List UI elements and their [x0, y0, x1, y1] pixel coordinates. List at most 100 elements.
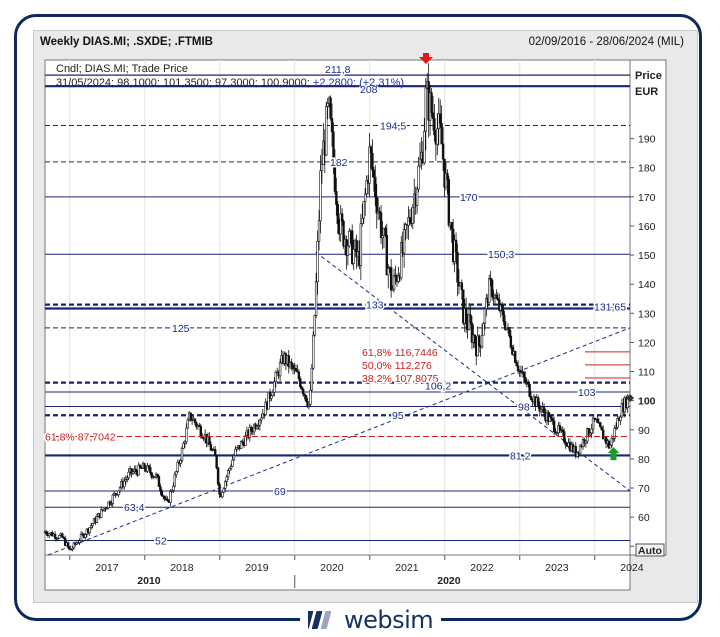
candle-body	[397, 275, 400, 282]
candle-body	[117, 490, 120, 496]
candle-body	[137, 464, 140, 476]
candle-body	[193, 418, 197, 424]
candle-body	[587, 428, 590, 436]
candle-body	[381, 235, 384, 239]
candle-body	[290, 361, 293, 366]
candle-body	[519, 370, 523, 373]
y-tick-label: 90	[638, 425, 650, 437]
candle-body	[229, 466, 233, 469]
candle-body	[529, 396, 533, 400]
level-label: 125	[172, 323, 190, 335]
candle-body	[402, 229, 406, 254]
candle-body	[198, 425, 201, 427]
candle-body	[218, 483, 221, 495]
y-tick-label: 170	[638, 192, 656, 204]
ohlc-values: 31/05/2024; 98,1000; 101,3500; 97,3000; …	[56, 77, 310, 89]
chart-title: Weekly DIAS.MI; .SXDE; .FTMIB	[40, 36, 213, 48]
candle-body	[58, 535, 61, 539]
candle-body	[63, 537, 67, 546]
candle-body	[554, 431, 557, 434]
candle-body	[362, 201, 365, 219]
candle-body	[79, 533, 83, 542]
candle-body	[528, 383, 531, 397]
fib-label: 50,0% 112,276	[362, 360, 432, 372]
candle-body	[45, 531, 48, 535]
rising-trendline	[47, 327, 631, 556]
candle-body	[313, 315, 316, 336]
candle-body	[274, 371, 277, 383]
level-label: 63,4	[124, 502, 145, 514]
candle-body	[138, 464, 142, 468]
candle-body	[61, 533, 64, 538]
level-label: 69	[274, 486, 286, 498]
candle-body	[232, 455, 236, 461]
candle-body	[78, 540, 81, 543]
candle-body	[91, 523, 94, 526]
candle-body	[460, 282, 464, 291]
y-tick-label: 80	[638, 454, 650, 466]
candle-body	[511, 346, 514, 355]
candle-body	[590, 428, 593, 434]
candle-body	[226, 470, 230, 478]
candle-body	[150, 472, 153, 478]
candle-body	[316, 240, 319, 283]
candle-body	[365, 180, 368, 195]
candle-body	[526, 382, 530, 385]
candle-body	[131, 471, 135, 474]
candle-body	[260, 417, 263, 421]
candle-body	[501, 304, 504, 312]
candle-body	[374, 176, 377, 198]
candle-body	[182, 443, 185, 449]
candle-body	[538, 405, 541, 412]
candle-body	[301, 388, 305, 395]
candle-body	[503, 321, 507, 330]
candle-body	[508, 327, 511, 337]
candle-body	[143, 463, 146, 470]
y-tick-label: 140	[638, 279, 656, 291]
y-tick-label: 180	[638, 163, 656, 175]
candle-body	[110, 503, 113, 505]
x-year-label: 2019	[245, 562, 269, 574]
candle-body	[244, 435, 247, 446]
candle-body	[114, 492, 117, 495]
falling-trendline	[315, 251, 631, 492]
candle-body	[515, 362, 518, 367]
candle-body	[314, 281, 318, 316]
candle-body	[270, 395, 273, 399]
info-line-ohlc: 31/05/2024; 98,1000; 101,3500; 97,3000; …	[56, 77, 404, 89]
candle-body	[268, 391, 272, 399]
candle-body	[76, 542, 80, 544]
candle-body	[609, 444, 612, 449]
candle-body	[68, 546, 71, 550]
candle-body	[522, 371, 526, 378]
candle-body	[509, 335, 513, 348]
candle-body	[489, 278, 492, 281]
candle-body	[186, 419, 189, 429]
candle-body	[614, 427, 618, 429]
level-label: 106,2	[425, 381, 451, 393]
fib-label: 38,2% 107,8075	[362, 373, 439, 385]
x-year-label: 2023	[545, 562, 569, 574]
candle-body	[208, 436, 211, 445]
level-label: 194,5	[380, 121, 406, 133]
candle-body	[539, 408, 543, 412]
candle-body	[134, 468, 138, 472]
level-label: 98	[518, 402, 530, 414]
candle-body	[450, 222, 453, 230]
candle-body	[600, 426, 603, 431]
candle-body	[389, 267, 393, 291]
auto-scale-button[interactable]	[635, 543, 665, 557]
candle-body	[330, 118, 334, 133]
candle-body	[267, 391, 270, 410]
candle-body	[555, 432, 559, 434]
candle-body	[169, 491, 172, 503]
candle-body	[333, 161, 337, 192]
candle-body	[417, 165, 420, 190]
candle-body	[105, 507, 109, 510]
candle-body	[351, 230, 354, 264]
candle-body	[147, 465, 151, 468]
level-label: 52	[155, 535, 167, 547]
candle-body	[385, 234, 389, 276]
